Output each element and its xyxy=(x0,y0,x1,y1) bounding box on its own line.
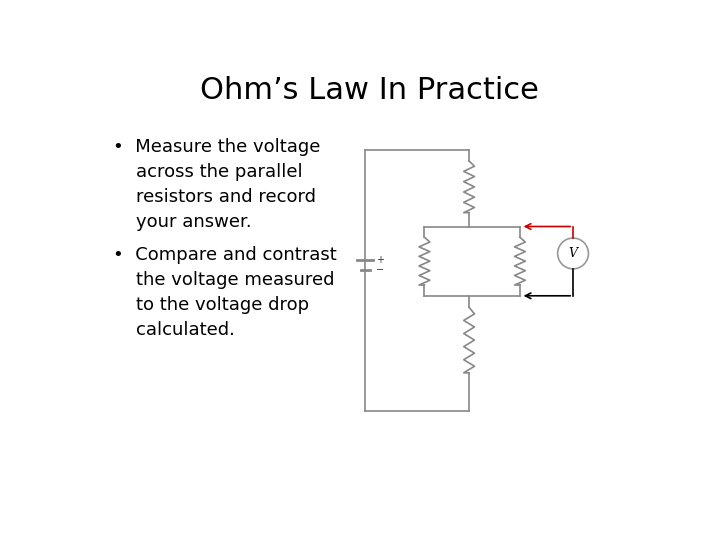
Text: Ohm’s Law In Practice: Ohm’s Law In Practice xyxy=(199,76,539,105)
Text: +: + xyxy=(376,255,384,265)
Text: •  Measure the voltage
    across the parallel
    resistors and record
    your: • Measure the voltage across the paralle… xyxy=(113,138,320,231)
Text: V: V xyxy=(569,247,577,260)
Text: •  Compare and contrast
    the voltage measured
    to the voltage drop
    cal: • Compare and contrast the voltage measu… xyxy=(113,246,337,339)
Text: −: − xyxy=(376,265,384,275)
